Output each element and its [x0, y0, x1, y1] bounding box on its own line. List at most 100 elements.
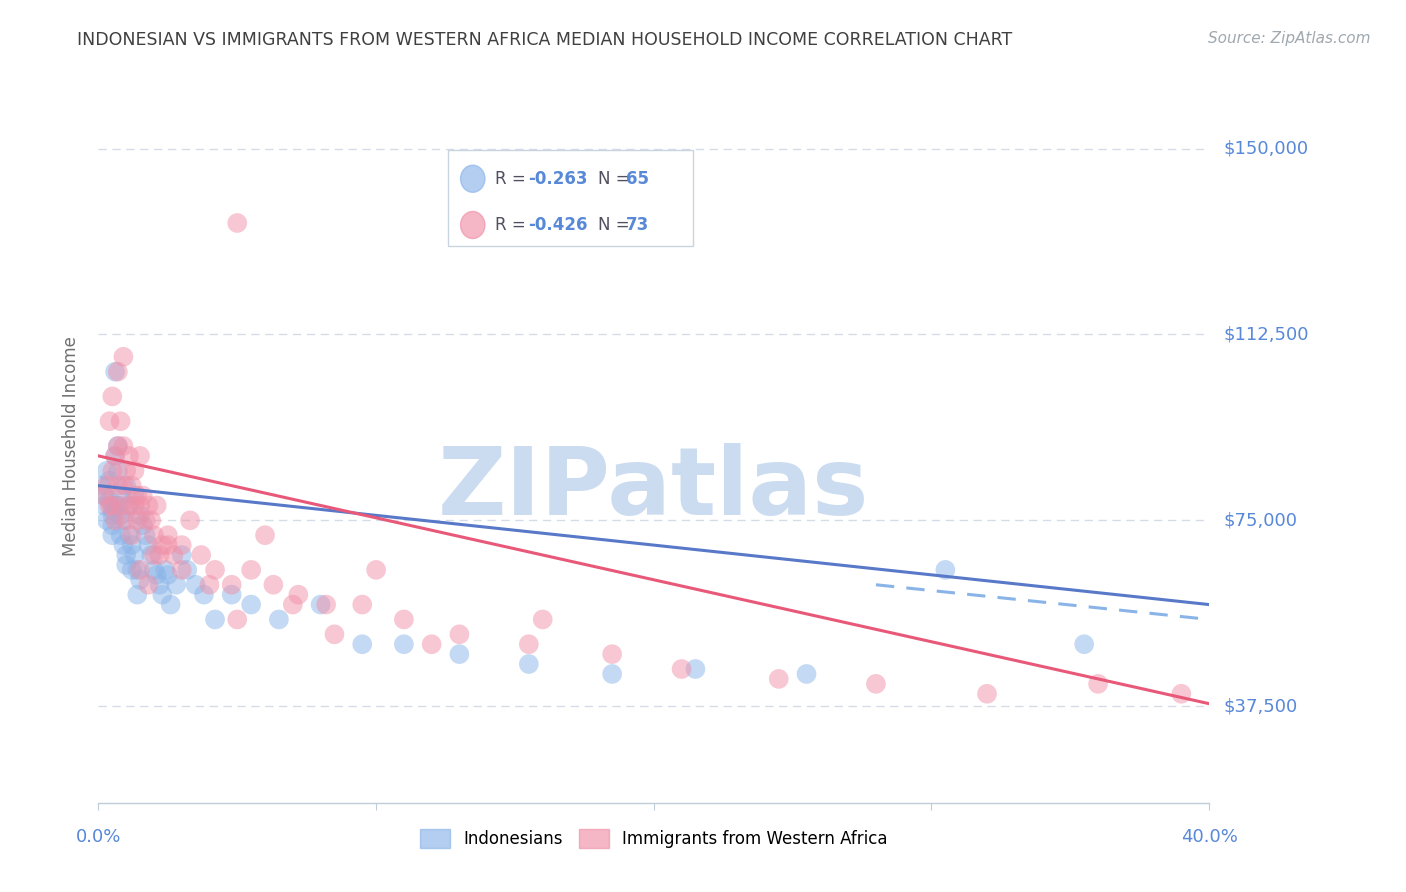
Text: INDONESIAN VS IMMIGRANTS FROM WESTERN AFRICA MEDIAN HOUSEHOLD INCOME CORRELATION: INDONESIAN VS IMMIGRANTS FROM WESTERN AF…: [77, 31, 1012, 49]
Point: [112, 478, 135, 492]
Point: [110, 489, 132, 503]
Point: [352, 637, 374, 651]
Point: [90, 478, 112, 492]
Point: [1170, 687, 1192, 701]
Point: [179, 513, 201, 527]
Point: [976, 687, 998, 701]
Point: [112, 513, 135, 527]
Point: [115, 478, 138, 492]
Point: [392, 637, 415, 651]
Point: [129, 449, 152, 463]
Point: [124, 548, 146, 562]
Point: [101, 389, 124, 403]
Point: [267, 612, 290, 626]
Point: [796, 667, 818, 681]
Point: [93, 499, 115, 513]
Point: [148, 578, 170, 592]
Point: [170, 538, 193, 552]
Point: [226, 612, 249, 626]
Point: [129, 499, 152, 513]
Point: [143, 548, 166, 562]
Point: [96, 478, 118, 492]
Point: [101, 499, 124, 513]
Point: [531, 612, 554, 626]
Point: [124, 489, 146, 503]
Point: [101, 528, 124, 542]
Point: [145, 499, 167, 513]
Point: [145, 567, 167, 582]
Text: R =: R =: [495, 169, 531, 187]
Point: [107, 439, 129, 453]
Point: [420, 637, 443, 651]
Point: [121, 563, 143, 577]
Point: [156, 528, 179, 542]
Point: [127, 513, 149, 527]
Point: [141, 548, 163, 562]
Point: [1073, 637, 1095, 651]
Ellipse shape: [461, 165, 485, 193]
Point: [138, 538, 160, 552]
Text: $112,500: $112,500: [1223, 326, 1309, 343]
Text: $37,500: $37,500: [1223, 698, 1298, 715]
Point: [135, 528, 157, 542]
Point: [124, 499, 146, 513]
Point: [934, 563, 956, 577]
Point: [101, 518, 124, 533]
Point: [240, 563, 263, 577]
Point: [159, 598, 181, 612]
Point: [118, 499, 141, 513]
Text: 65: 65: [626, 169, 650, 187]
Point: [184, 578, 207, 592]
Point: [129, 563, 152, 577]
Text: -0.263: -0.263: [529, 169, 588, 187]
Point: [101, 464, 124, 478]
Point: [392, 612, 415, 626]
Legend: Indonesians, Immigrants from Western Africa: Indonesians, Immigrants from Western Afr…: [413, 822, 894, 855]
Text: 40.0%: 40.0%: [1181, 828, 1237, 846]
Point: [127, 563, 149, 577]
Point: [115, 513, 138, 527]
Point: [121, 478, 143, 492]
Point: [104, 365, 127, 379]
Point: [287, 588, 309, 602]
Point: [517, 657, 540, 671]
Point: [132, 518, 155, 533]
Point: [1087, 677, 1109, 691]
Point: [148, 548, 170, 562]
Point: [110, 499, 132, 513]
Text: 73: 73: [626, 216, 650, 234]
Point: [129, 508, 152, 523]
Point: [104, 449, 127, 463]
Point: [170, 563, 193, 577]
Point: [101, 508, 124, 523]
Point: [104, 499, 127, 513]
Point: [517, 637, 540, 651]
Point: [98, 493, 121, 508]
Point: [110, 528, 132, 542]
Point: [112, 350, 135, 364]
Text: -0.426: -0.426: [529, 216, 588, 234]
Point: [93, 489, 115, 503]
Point: [96, 464, 118, 478]
Point: [156, 538, 179, 552]
Point: [600, 667, 623, 681]
Text: N =: N =: [599, 216, 636, 234]
Point: [366, 563, 388, 577]
Point: [768, 672, 790, 686]
Point: [138, 578, 160, 592]
Point: [262, 578, 284, 592]
Point: [104, 513, 127, 527]
Point: [107, 499, 129, 513]
Text: Source: ZipAtlas.com: Source: ZipAtlas.com: [1208, 31, 1371, 46]
Point: [143, 528, 166, 542]
Point: [115, 548, 138, 562]
Text: $75,000: $75,000: [1223, 511, 1298, 529]
Point: [193, 588, 215, 602]
Point: [138, 499, 160, 513]
FancyBboxPatch shape: [449, 150, 693, 246]
Point: [352, 598, 374, 612]
Point: [124, 464, 146, 478]
Point: [112, 439, 135, 453]
Point: [671, 662, 693, 676]
Point: [865, 677, 887, 691]
